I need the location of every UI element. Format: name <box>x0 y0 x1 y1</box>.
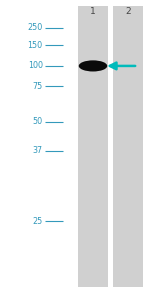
Ellipse shape <box>79 60 107 71</box>
Bar <box>78 6 108 287</box>
Text: 37: 37 <box>33 146 43 155</box>
Text: 50: 50 <box>33 117 43 126</box>
Text: 150: 150 <box>28 41 43 50</box>
Text: 100: 100 <box>28 62 43 70</box>
Text: 2: 2 <box>125 7 131 16</box>
Text: 25: 25 <box>33 217 43 226</box>
Text: 75: 75 <box>33 82 43 91</box>
Text: 250: 250 <box>27 23 43 32</box>
Text: 1: 1 <box>90 7 96 16</box>
Bar <box>113 6 143 287</box>
